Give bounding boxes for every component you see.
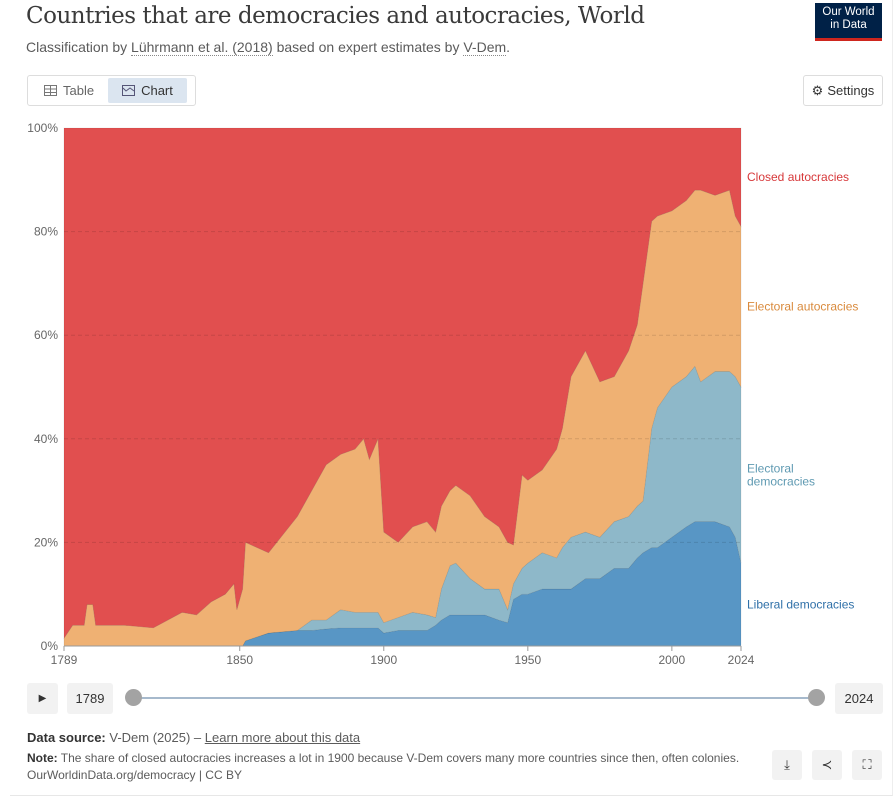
y-tick-label: 60% — [34, 328, 58, 342]
data-source: Data source: V-Dem (2025) – Learn more a… — [27, 730, 360, 745]
legend-label: Electoral — [747, 462, 794, 476]
y-tick-label: 80% — [34, 225, 58, 239]
note-text: The share of closed autocracies increase… — [57, 751, 740, 765]
tab-chart-label: Chart — [141, 83, 173, 98]
license-url[interactable]: OurWorldinData.org/democracy | CC BY — [27, 768, 242, 782]
subtitle-text: Classification by — [26, 39, 132, 55]
view-tabs: Table Chart — [27, 75, 196, 106]
vdem-link[interactable]: V-Dem — [463, 39, 507, 56]
logo-line: in Data — [830, 19, 867, 31]
x-tick-label: 2024 — [728, 653, 755, 667]
x-tick-label: 2000 — [659, 653, 686, 667]
x-tick-label: 1850 — [226, 653, 253, 667]
tab-table-label: Table — [63, 83, 95, 98]
tab-chart[interactable]: Chart — [108, 78, 187, 103]
legend-label: Liberal democracies — [747, 598, 854, 612]
note: Note: The share of closed autocracies in… — [27, 751, 739, 765]
subtitle-text: based on expert estimates by — [272, 39, 464, 55]
fullscreen-icon: ⛶ — [862, 757, 872, 772]
x-tick-label: 1900 — [370, 653, 397, 667]
download-icon: ⤓ — [784, 757, 790, 772]
download-button[interactable]: ⤓ — [772, 750, 802, 780]
gear-icon: ⚙ — [811, 82, 824, 98]
subtitle: Classification by Lührmann et al. (2018)… — [26, 39, 511, 56]
timeline-start-handle[interactable] — [125, 689, 142, 706]
end-year-label[interactable]: 2024 — [835, 683, 883, 714]
area-chart-icon — [122, 85, 136, 96]
play-icon: ▶ — [38, 693, 47, 704]
start-year-label[interactable]: 1789 — [67, 683, 113, 714]
note-label: Note: — [27, 751, 58, 765]
subtitle-text: . — [506, 39, 511, 55]
y-tick-label: 100% — [27, 121, 58, 135]
y-tick-label: 20% — [34, 535, 58, 549]
timeline-track[interactable] — [134, 697, 817, 699]
y-tick-label: 40% — [34, 432, 58, 446]
page-title: Countries that are democracies and autoc… — [26, 3, 645, 29]
legend-label: democracies — [747, 475, 815, 489]
legend-label: Closed autocracies — [747, 170, 849, 184]
share-icon: ≺ — [821, 757, 833, 772]
owid-logo[interactable]: Our World in Data — [815, 3, 882, 41]
timeline-end-handle[interactable] — [808, 689, 825, 706]
logo-line: Our World — [822, 6, 875, 18]
tab-table[interactable]: Table — [30, 78, 108, 103]
legend-label: Electoral autocracies — [747, 300, 858, 314]
learn-more-link[interactable]: Learn more about this data — [204, 730, 361, 745]
source-label: Data source: — [27, 730, 106, 745]
citation-link[interactable]: Lührmann et al. (2018) — [131, 39, 273, 56]
settings-label: Settings — [827, 83, 875, 98]
x-tick-label: 1950 — [514, 653, 541, 667]
source-text: V-Dem (2025) – — [105, 730, 205, 745]
play-button[interactable]: ▶ — [27, 683, 58, 714]
settings-button[interactable]: ⚙ Settings — [803, 75, 883, 106]
x-tick-label: 1789 — [51, 653, 78, 667]
area-closed-autocracies — [63, 127, 742, 640]
fullscreen-button[interactable]: ⛶ — [852, 750, 882, 780]
share-button[interactable]: ≺ — [812, 750, 842, 780]
y-tick-label: 0% — [41, 639, 59, 653]
table-icon — [44, 85, 57, 96]
